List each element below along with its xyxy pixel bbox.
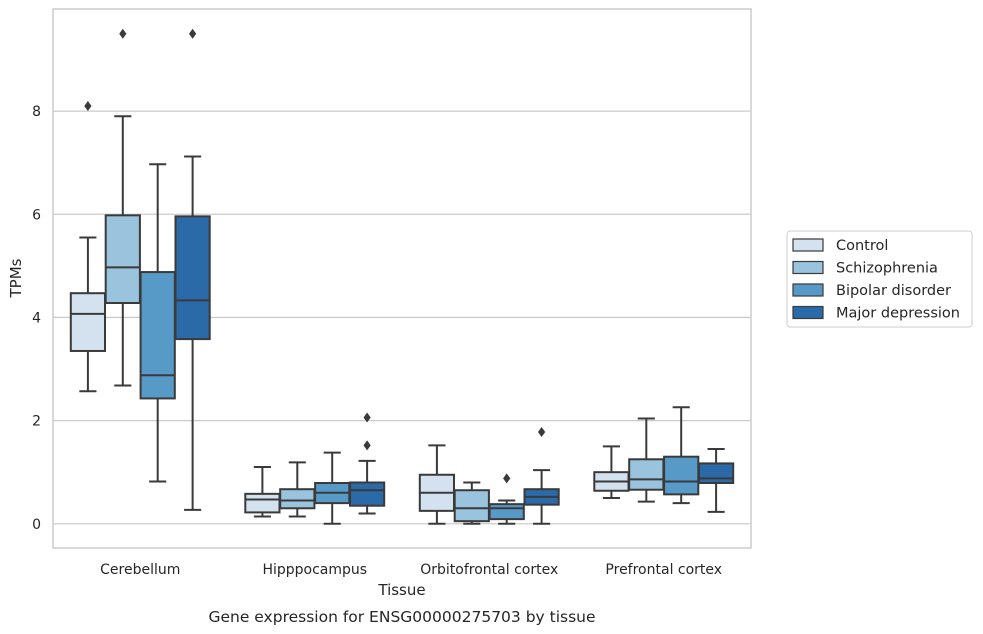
outlier-point [363, 412, 371, 423]
series-group [69, 100, 630, 525]
legend-label: Control [836, 238, 888, 254]
legend-swatch [792, 260, 824, 275]
y-tick-label: 8 [32, 104, 41, 120]
legend-frame [786, 230, 973, 328]
box-iqr [628, 458, 665, 491]
box-iqr [279, 488, 316, 510]
y-tick-label: 2 [32, 414, 41, 430]
box-iqr [244, 492, 281, 514]
y-tick-labels: 0 2 4 6 8 [32, 104, 41, 533]
legend-swatch [792, 283, 824, 297]
y-axis-label: TPMs [7, 258, 25, 298]
box-item [69, 100, 107, 393]
chart-caption: Gene expression for ENSG00000275703 by t… [208, 608, 595, 626]
x-axis-label: Tissue [377, 581, 425, 599]
y-tick-label: 0 [32, 517, 41, 533]
box-iqr [697, 462, 735, 485]
outlier-point [538, 426, 546, 437]
box-item [279, 461, 316, 518]
box-item [418, 444, 456, 525]
box-iqr [69, 292, 107, 352]
legend-swatch [792, 305, 824, 320]
box-iqr [348, 481, 386, 507]
box-item [697, 447, 735, 513]
legend-label: Bipolar disorder [836, 283, 951, 299]
x-tick-label: Cerebellum [100, 562, 180, 578]
x-tick-label: Prefrontal cortex [605, 562, 722, 578]
box-iqr [663, 455, 700, 496]
outlier-point [84, 100, 92, 111]
series-group [174, 28, 735, 525]
y-tick-label: 4 [32, 310, 41, 326]
y-tick-label: 6 [32, 207, 41, 223]
box-item [139, 163, 176, 483]
box-item [663, 406, 700, 505]
box-item [104, 28, 141, 387]
x-tick-label: Orbitofrontal cortex [420, 562, 558, 578]
legend: Control Schizophrenia Bipolar disorder Majo… [786, 230, 973, 328]
legend-swatch [792, 238, 824, 252]
series-group [104, 28, 665, 525]
box-iqr [139, 271, 176, 400]
x-tick-labels: Cerebellum Hipppocampus Orbitofrontal cort… [100, 562, 722, 578]
box-item [174, 28, 211, 511]
legend-label: Schizophrenia [836, 261, 938, 277]
x-tick-label: Hipppocampus [262, 562, 367, 578]
box-item [488, 473, 525, 525]
box-item [453, 481, 490, 525]
outlier-point [189, 28, 197, 39]
box-item [628, 417, 665, 503]
series-group [139, 163, 700, 525]
box-iqr [174, 215, 211, 341]
outlier-point [119, 28, 127, 39]
plot-frame [52, 8, 752, 549]
outlier-point [363, 440, 371, 451]
box-item [314, 451, 351, 525]
outlier-point [503, 473, 511, 484]
box-item [244, 466, 281, 518]
box-item [523, 426, 560, 525]
legend-label: Major depression [836, 306, 960, 322]
box-iqr [488, 503, 525, 521]
box-item [593, 445, 630, 499]
box-item [348, 412, 386, 515]
plot-boxes [69, 28, 735, 525]
box-iqr [453, 489, 490, 523]
box-iqr [104, 214, 141, 305]
